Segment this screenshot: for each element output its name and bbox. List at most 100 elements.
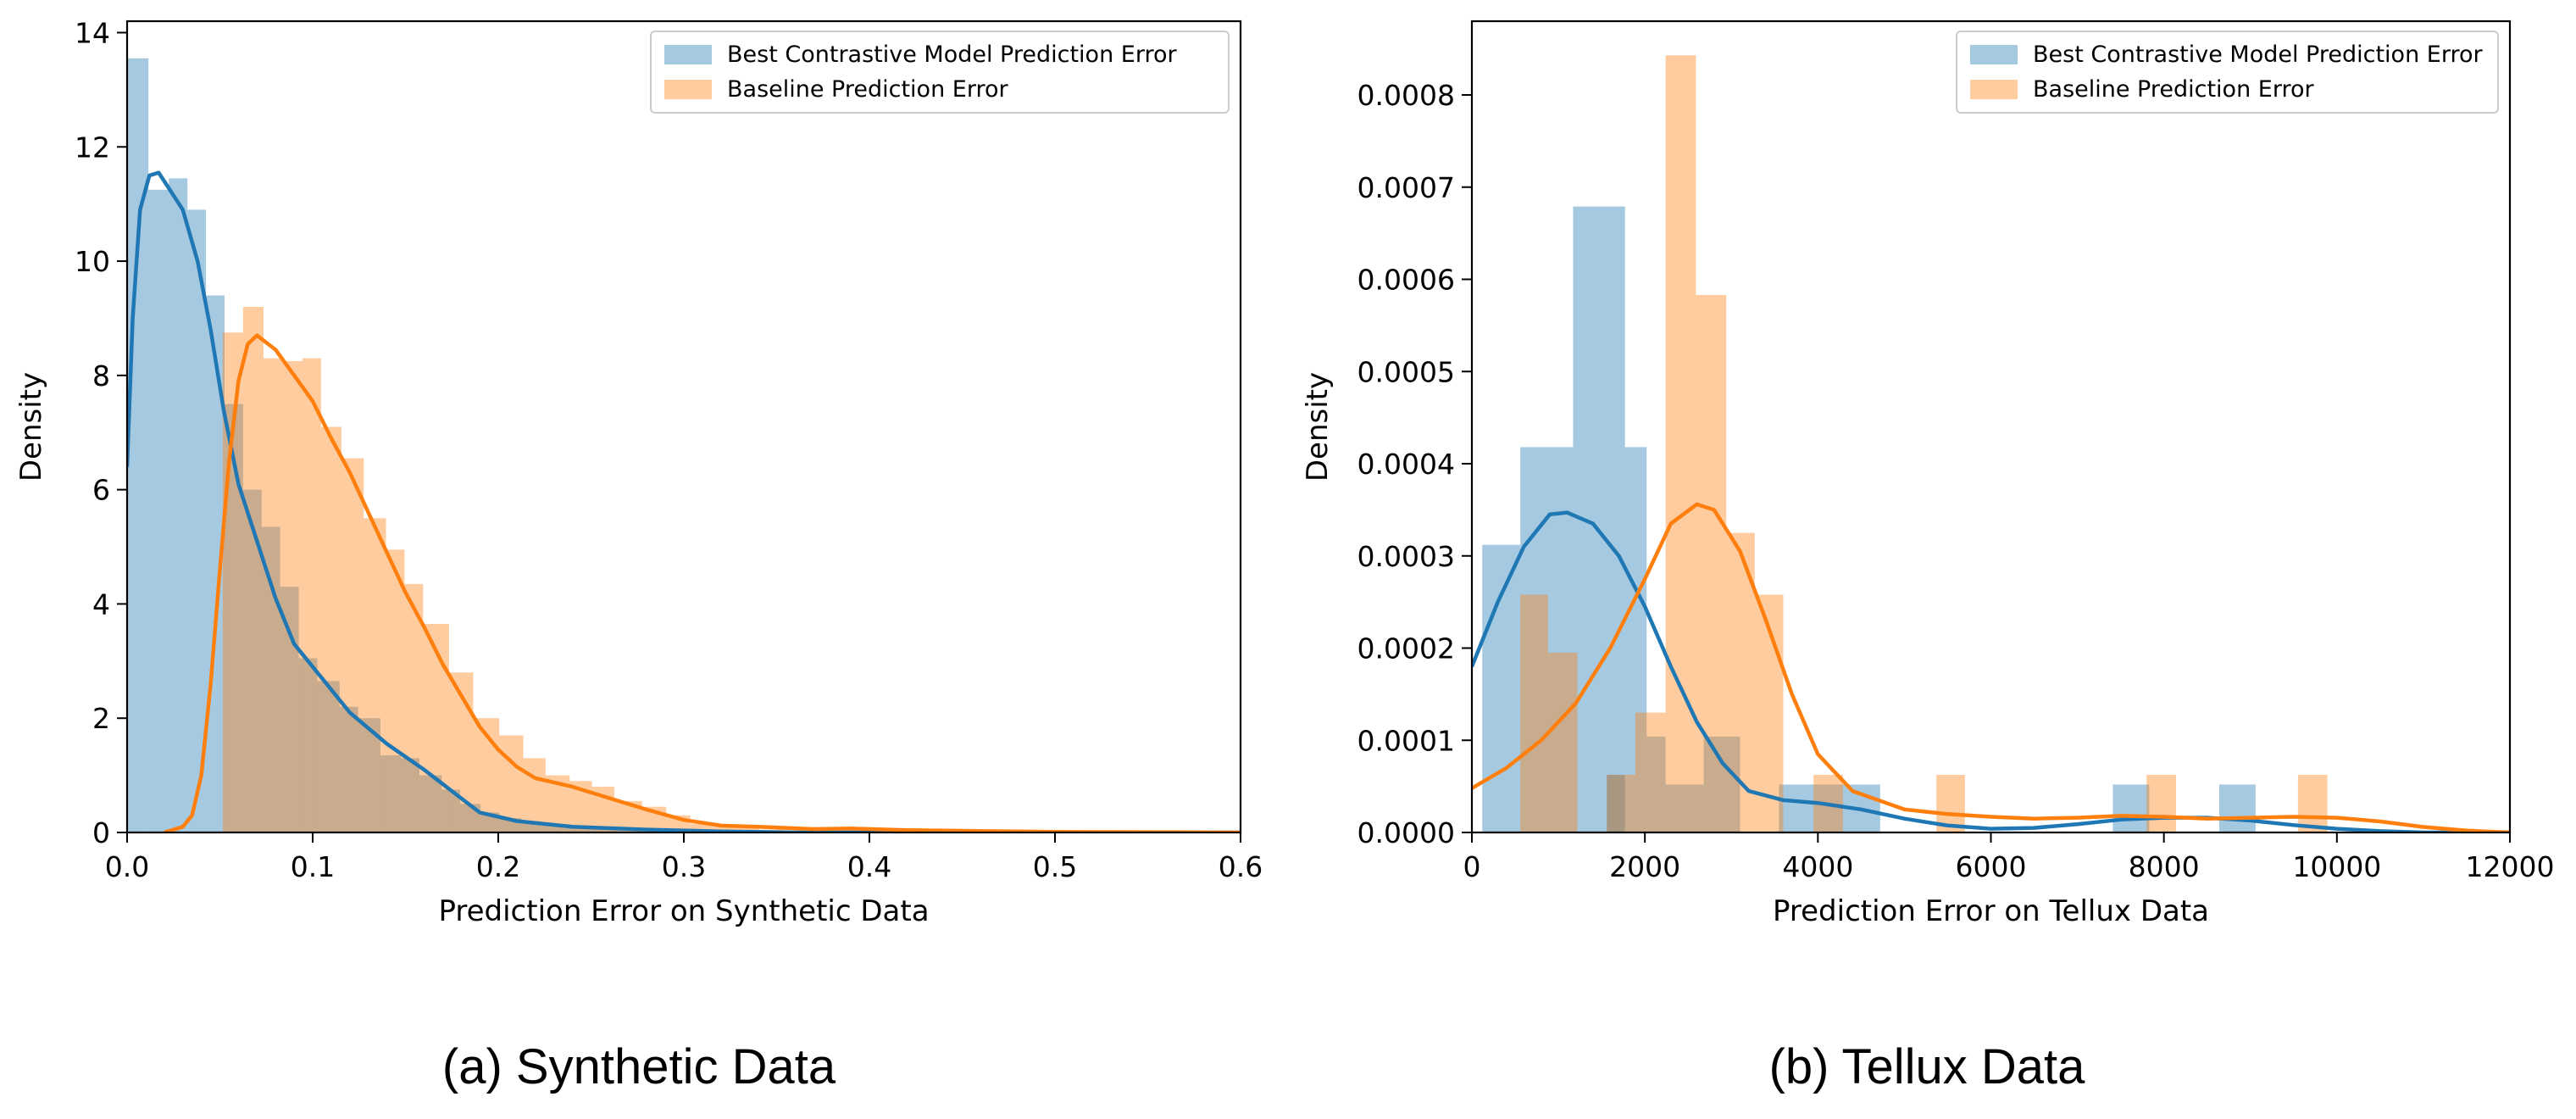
histogram-bar [242, 306, 264, 832]
histogram-bar [187, 209, 207, 832]
legend-label: Best Contrastive Model Prediction Error [2033, 42, 2483, 68]
histogram-bar [523, 758, 546, 832]
legend-swatch [664, 45, 712, 64]
histogram-bar [419, 775, 442, 832]
histogram-bar [1607, 775, 1635, 832]
x-tick-label: 10000 [2292, 850, 2381, 883]
histogram-bar [320, 426, 341, 832]
histogram-bar [601, 829, 624, 832]
kde-curve-contrastive [127, 170, 1241, 832]
histogram-bar [127, 58, 149, 832]
legend-swatch [1970, 80, 2018, 99]
y-tick-label: 0.0005 [1357, 355, 1455, 388]
histogram-bar [1635, 712, 1666, 832]
y-tick-label: 2 [92, 702, 110, 735]
histogram-bar [1482, 544, 1521, 832]
chart-tellux: 0 2000 4000 6000 8000 10000 12000 0.0000 0.0001 0… [1301, 19, 2555, 928]
histogram-bar [582, 828, 602, 832]
plot-area [127, 58, 1241, 832]
x-axis-label: Prediction Error on Synthetic Data [438, 894, 929, 928]
kde-curve-contrastive [1472, 510, 2510, 832]
histogram-bar [562, 827, 583, 832]
x-tick-label: 2000 [1609, 850, 1680, 883]
histogram-bar [364, 518, 386, 832]
x-tick-label: 8000 [2129, 850, 2200, 883]
histogram-bar [1703, 736, 1740, 832]
y-axis-label: Density [1301, 372, 1335, 482]
histogram-bar [317, 681, 340, 832]
x-tick-label: 0.1 [291, 850, 335, 883]
histogram-bar [1665, 55, 1696, 832]
y-tick-label: 6 [92, 474, 110, 507]
histogram-bar [1520, 594, 1548, 832]
series-baseline-bars [222, 306, 873, 832]
histogram-bar [1779, 784, 1815, 832]
histogram-bar [242, 489, 262, 832]
histogram-bar [401, 758, 419, 832]
histogram-bar [2112, 784, 2150, 832]
x-tick-label: 0.3 [662, 850, 706, 883]
histogram-bar [148, 189, 169, 832]
histogram-bar [298, 658, 318, 832]
histogram-bar [690, 823, 713, 832]
histogram-bar [2219, 784, 2256, 832]
y-tick-label: 10 [75, 245, 110, 278]
histogram-bar [1646, 736, 1666, 832]
y-tick-label: 0.0007 [1357, 171, 1455, 204]
legend-box [650, 31, 1230, 114]
caption-tellux: (b) Tellux Data [1768, 1039, 2085, 1094]
legend-box [1956, 31, 2499, 114]
x-tick-label: 0.0 [105, 850, 149, 883]
legend-label: Best Contrastive Model Prediction Error [727, 42, 1177, 68]
x-tick-label: 0.4 [847, 850, 891, 883]
histogram-bar [1607, 775, 1625, 832]
y-tick-label: 8 [92, 359, 110, 392]
y-tick-label: 0.0000 [1357, 816, 1455, 849]
histogram-bar [1547, 652, 1578, 832]
y-axis-label: Density [14, 372, 48, 482]
y-tick-label: 4 [92, 587, 110, 621]
caption-synthetic: (a) Synthetic Data [441, 1039, 836, 1094]
series-contrastive-bars [127, 58, 642, 832]
y-tick-label: 0 [92, 816, 110, 849]
histogram-bar [386, 549, 405, 832]
histogram-bar [339, 706, 358, 832]
histogram-bar [280, 587, 299, 832]
histogram-bar [222, 332, 243, 832]
histogram-bar [169, 178, 188, 832]
x-tick-label: 12000 [2466, 850, 2555, 883]
histogram-bar [423, 624, 449, 832]
kde-curve-baseline [164, 333, 1241, 832]
histogram-bar [380, 755, 402, 832]
legend-label: Baseline Prediction Error [727, 76, 1008, 103]
legend: Best Contrastive Model Prediction Error B… [650, 31, 1230, 114]
x-axis-label: Prediction Error on Tellux Data [1773, 894, 2209, 928]
histogram-bar [1665, 784, 1704, 832]
y-tick-label: 0.0006 [1357, 264, 1455, 297]
plot-area [1472, 55, 2510, 832]
histogram-bar [1696, 294, 1727, 832]
y-tick-label: 12 [75, 131, 110, 164]
histogram-bar [302, 358, 321, 832]
histogram-bar [224, 404, 243, 832]
x-tick-label: 0.5 [1033, 850, 1077, 883]
histogram-bar [540, 823, 563, 832]
x-tick-label: 0.6 [1219, 850, 1263, 883]
legend: Best Contrastive Model Prediction Error B… [1956, 31, 2499, 114]
kde-curve-baseline [1472, 502, 2510, 832]
y-tick-label: 0.0002 [1357, 632, 1455, 665]
histogram-bar [2297, 775, 2328, 832]
x-tick-label: 0.2 [476, 850, 520, 883]
y-tick-label: 0.0003 [1357, 540, 1455, 573]
series-baseline-bars [1520, 55, 2328, 832]
legend-label: Baseline Prediction Error [2033, 76, 2314, 103]
histogram-bar [404, 583, 424, 832]
legend-swatch [664, 80, 712, 99]
chart-synthetic: 0.0 0.1 0.2 0.3 0.4 0.5 0.6 0 2 4 6 8 10 12 14 Predicti… [14, 16, 1263, 928]
x-tick-label: 0 [1463, 850, 1481, 883]
y-tick-label: 0.0008 [1357, 79, 1455, 112]
y-tick-label: 0.0001 [1357, 724, 1455, 757]
x-tick-label: 6000 [1956, 850, 2027, 883]
histogram-bar [341, 458, 364, 832]
